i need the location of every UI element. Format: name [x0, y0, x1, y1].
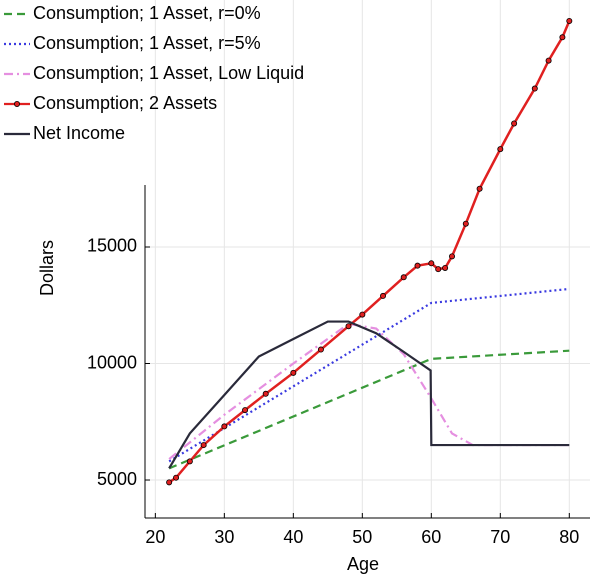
- point-marker: [428, 260, 435, 267]
- point-marker: [545, 57, 552, 64]
- legend-marker: [13, 101, 20, 108]
- x-tick-label: 50: [352, 527, 372, 547]
- line-series: [168, 322, 570, 460]
- point-marker: [497, 146, 504, 153]
- y-axis-label: Dollars: [37, 240, 57, 296]
- point-marker: [462, 220, 469, 227]
- point-marker: [566, 17, 573, 24]
- line-series: [168, 349, 570, 470]
- point-marker: [511, 120, 518, 127]
- point-marker: [476, 185, 483, 192]
- point-marker: [166, 479, 173, 486]
- legend-label: Consumption; 1 Asset, r=0%: [33, 3, 261, 23]
- line-series: [168, 287, 570, 463]
- y-tick-label: 10000: [87, 352, 137, 372]
- point-marker: [559, 34, 566, 41]
- point-marker: [345, 323, 352, 330]
- y-tick-label: 15000: [87, 236, 137, 256]
- y-tick-label: 5000: [97, 469, 137, 489]
- point-marker: [173, 474, 180, 481]
- x-tick-label: 60: [421, 527, 441, 547]
- point-marker: [442, 264, 449, 271]
- line-series: [168, 20, 571, 484]
- point-marker: [449, 253, 456, 260]
- x-tick-label: 70: [490, 527, 510, 547]
- point-marker: [221, 423, 228, 430]
- legend-label: Consumption; 2 Assets: [33, 93, 217, 113]
- point-marker: [380, 292, 387, 299]
- point-marker: [435, 266, 442, 273]
- point-marker: [186, 458, 193, 465]
- point-marker: [359, 311, 366, 318]
- point-marker: [400, 274, 407, 281]
- x-tick-label: 80: [559, 527, 579, 547]
- point-marker: [531, 85, 538, 92]
- point-marker: [262, 390, 269, 397]
- point-marker: [317, 346, 324, 353]
- x-tick-label: 40: [283, 527, 303, 547]
- point-marker: [200, 442, 207, 449]
- point-marker: [290, 369, 297, 376]
- x-axis-label: Age: [347, 554, 379, 574]
- x-tick-label: 30: [214, 527, 234, 547]
- legend-label: Consumption; 1 Asset, r=5%: [33, 33, 261, 53]
- legend-label: Net Income: [33, 123, 125, 143]
- point-marker: [414, 262, 421, 269]
- point-marker: [242, 407, 249, 414]
- legend-label: Consumption; 1 Asset, Low Liquid: [33, 63, 304, 83]
- x-tick-label: 20: [145, 527, 165, 547]
- line-series: [168, 320, 570, 469]
